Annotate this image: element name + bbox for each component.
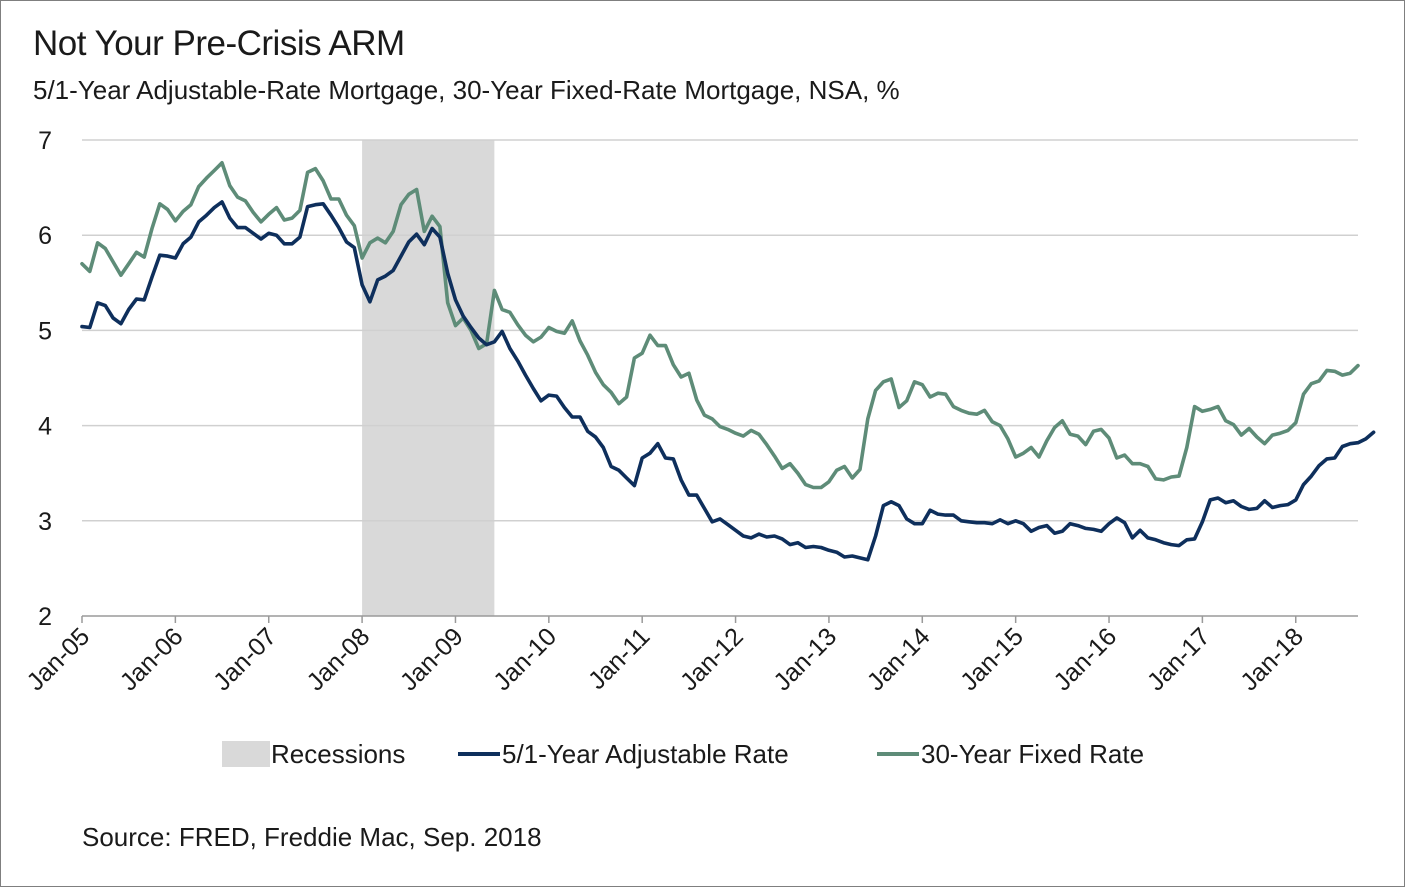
x-tick-label-Jan-16: Jan-16 — [1048, 622, 1122, 696]
series-line-arm — [80, 200, 1376, 562]
y-tick-label-6: 6 — [38, 222, 52, 250]
x-tick-label-Jan-09: Jan-09 — [395, 622, 469, 696]
x-tick-label-Jan-14: Jan-14 — [862, 622, 936, 696]
chart-title: Not Your Pre-Crisis ARM — [33, 24, 405, 63]
recession-band-0 — [362, 140, 495, 616]
x-tick-label-Jan-15: Jan-15 — [955, 622, 1029, 696]
x-tick-label-Jan-06: Jan-06 — [115, 622, 189, 696]
y-tick-label-7: 7 — [38, 127, 52, 155]
recession-shading-layer — [362, 140, 495, 616]
x-tick-label-Jan-17: Jan-17 — [1142, 622, 1216, 696]
y-tick-label-3: 3 — [38, 508, 52, 536]
source-note: Source: FRED, Freddie Mac, Sep. 2018 — [82, 822, 542, 852]
legend-swatch-recessions — [222, 741, 270, 767]
x-tick-label-Jan-08: Jan-08 — [301, 622, 375, 696]
legend-label-recessions: Recessions — [271, 739, 405, 769]
x-tick-label-Jan-18: Jan-18 — [1235, 622, 1309, 696]
y-tick-label-4: 4 — [38, 413, 52, 441]
chart-subtitle: 5/1-Year Adjustable-Rate Mortgage, 30-Ye… — [33, 75, 900, 105]
x-tick-label-Jan-12: Jan-12 — [675, 622, 749, 696]
x-tick-label-Jan-11: Jan-11 — [583, 622, 656, 695]
series-line-fixed — [80, 161, 1360, 490]
x-tick-label-Jan-13: Jan-13 — [768, 622, 842, 696]
y-tick-label-2: 2 — [38, 603, 52, 631]
y-tick-label-5: 5 — [38, 317, 52, 345]
series-lines — [80, 161, 1376, 562]
x-tick-label-Jan-07: Jan-07 — [208, 622, 282, 696]
x-tick-label-Jan-10: Jan-10 — [488, 622, 562, 696]
x-axis-ticks: Jan-05 Jan-06 Jan-07 Jan-08 Jan-09 Jan-10 Jan-… — [21, 616, 1309, 696]
y-axis-ticks: 2 3 4 5 6 7 — [38, 127, 52, 631]
x-tick-label-Jan-05: Jan-05 — [21, 622, 95, 696]
legend-label-arm: 5/1-Year Adjustable Rate — [502, 739, 789, 769]
chart-legend: Recessions 5/1-Year Adjustable Rate 30-Y… — [222, 739, 1144, 769]
legend-label-fixed: 30-Year Fixed Rate — [921, 739, 1144, 769]
